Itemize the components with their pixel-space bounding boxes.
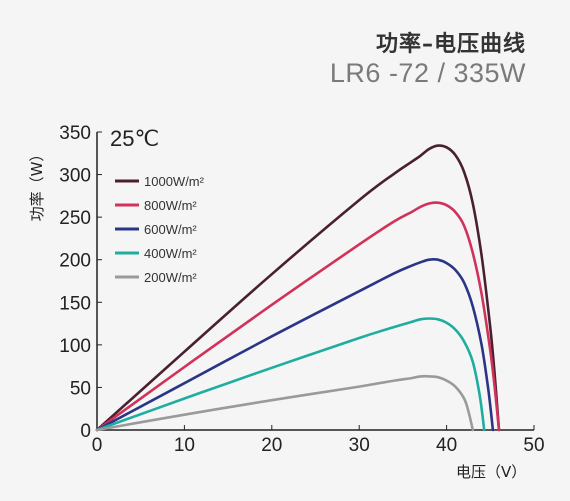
x-tick-label: 40	[436, 435, 457, 456]
x-tick-label: 0	[92, 435, 103, 456]
x-tick-label: 10	[174, 435, 195, 456]
x-tick-label: 20	[261, 435, 282, 456]
x-axis-label: 电压（V）	[456, 463, 526, 481]
y-axis-label: 功率（W）	[28, 147, 46, 222]
series-line-2	[95, 258, 495, 432]
legend: 1000W/m² 800W/m² 600W/m² 400W/m² 200W/m²	[115, 174, 205, 285]
y-tick-label: 100	[59, 336, 91, 357]
y-tick-label: 350	[59, 123, 91, 144]
x-tick-label: 50	[523, 435, 544, 456]
legend-label-2: 600W/m²	[144, 222, 197, 237]
y-tick-label: 200	[59, 251, 91, 272]
legend-label-3: 400W/m²	[144, 246, 197, 261]
y-tick-label: 150	[59, 293, 91, 314]
chart-subtitle: LR6 -72 / 335W	[329, 58, 526, 88]
series-line-4	[95, 374, 475, 432]
x-tick-label: 30	[349, 435, 370, 456]
legend-label-4: 200W/m²	[144, 270, 197, 285]
y-tick-label: 0	[80, 421, 91, 442]
legend-label-0: 1000W/m²	[144, 174, 205, 189]
y-tick-label: 300	[59, 166, 91, 187]
y-tick-label: 50	[70, 378, 91, 399]
series-line-0	[95, 144, 501, 432]
series-line-3	[95, 317, 486, 432]
chart-title: 功率–电压曲线	[375, 32, 526, 57]
temperature-annotation: 25℃	[110, 126, 159, 151]
series-line-1	[95, 201, 501, 432]
legend-label-1: 800W/m²	[144, 198, 197, 213]
series-layer	[95, 144, 501, 432]
y-tick-label: 250	[59, 208, 91, 229]
